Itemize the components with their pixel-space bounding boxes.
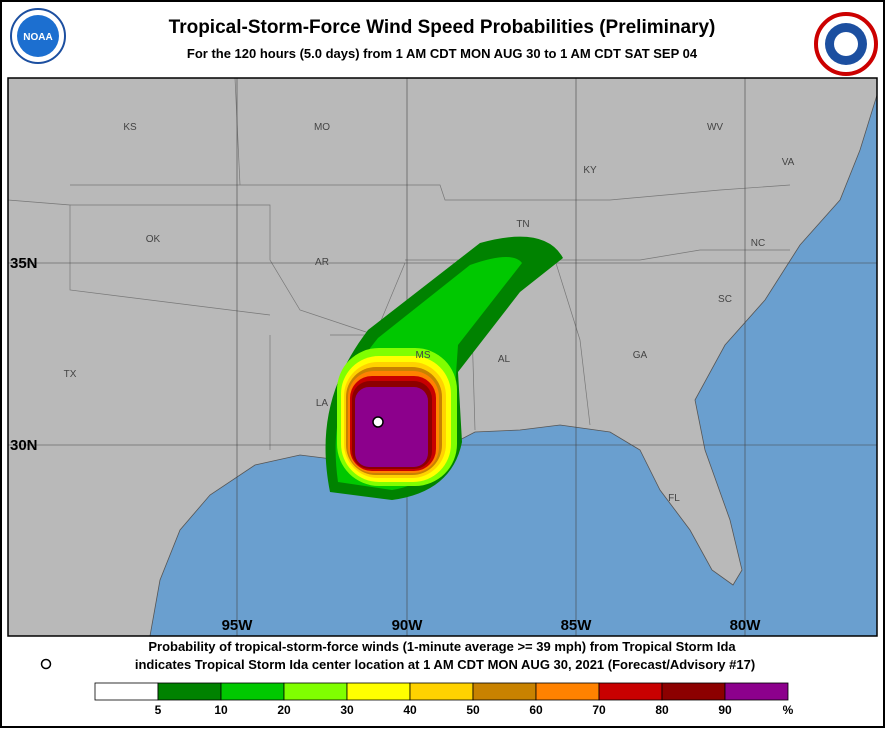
legend-tick-label: 50 (466, 703, 480, 717)
state-label: OK (146, 234, 161, 245)
legend-swatch (472, 682, 537, 701)
noaa-logo: NOAA (10, 8, 66, 64)
state-label: MO (314, 122, 330, 133)
borders (7, 77, 791, 450)
state-label: AL (498, 354, 511, 365)
state-label: GA (633, 350, 648, 361)
legend-swatch (409, 682, 474, 701)
lat-label: 30N (10, 437, 38, 454)
legend-tick-label: 70 (592, 703, 606, 717)
legend-swatch (598, 682, 663, 701)
legend-swatch (220, 682, 285, 701)
state-label: LA (316, 398, 329, 409)
legend-tick-label: 10 (214, 703, 228, 717)
lat-label: 35N (10, 255, 38, 272)
lon-label: 90W (392, 617, 424, 634)
state-label: SC (718, 294, 732, 305)
contour (355, 387, 428, 467)
probability-contours (325, 236, 563, 500)
legend-swatch (346, 682, 411, 701)
nws-logo (814, 12, 878, 76)
state-label: WV (707, 122, 723, 133)
state-label: KS (123, 122, 137, 133)
legend-tick-label: 90 (718, 703, 732, 717)
footer-line: Probability of tropical-storm-force wind… (148, 639, 736, 654)
lon-label: 80W (730, 617, 762, 634)
legend-swatch (283, 682, 348, 701)
state-label: FL (668, 493, 680, 504)
state-label: TX (64, 369, 77, 380)
legend-tick-label: 5 (155, 703, 162, 717)
legend-tick-label: 80 (655, 703, 669, 717)
legend-swatch (94, 682, 159, 701)
map-border (7, 77, 878, 637)
state-label: MS (416, 350, 431, 361)
state-label: TN (516, 219, 529, 230)
legend-swatch (535, 682, 600, 701)
svg-text:NOAA: NOAA (23, 32, 52, 43)
title: Tropical-Storm-Force Wind Speed Probabil… (169, 17, 716, 38)
storm-center (372, 416, 384, 428)
footer-line: indicates Tropical Storm Ida center loca… (135, 657, 755, 672)
legend-swatch (724, 682, 789, 701)
state-label: VA (782, 157, 795, 168)
lon-label: 85W (561, 617, 593, 634)
state-label: NC (751, 238, 765, 249)
legend-tick-label: 30 (340, 703, 354, 717)
state-label: AR (315, 257, 329, 268)
legend: 5 10 20 30 40 50 60 70 80 90% (94, 682, 794, 717)
state-labels: KS MO KY WV VA OK AR TN NC SC TX MS AL G… (64, 122, 795, 504)
subtitle: For the 120 hours (5.0 days) from 1 AM C… (187, 46, 698, 61)
legend-swatch (157, 682, 222, 701)
map: KS MO KY WV VA OK AR TN NC SC TX MS AL G… (7, 77, 878, 637)
state-label: KY (583, 165, 597, 176)
legend-tick-label: 20 (277, 703, 291, 717)
center-symbol (40, 658, 52, 670)
legend-tick-label: 40 (403, 703, 417, 717)
legend-tick-label: 60 (529, 703, 543, 717)
graticule (8, 78, 877, 636)
lon-label: 95W (222, 617, 254, 634)
legend-swatch (661, 682, 726, 701)
legend-unit: % (783, 703, 794, 717)
